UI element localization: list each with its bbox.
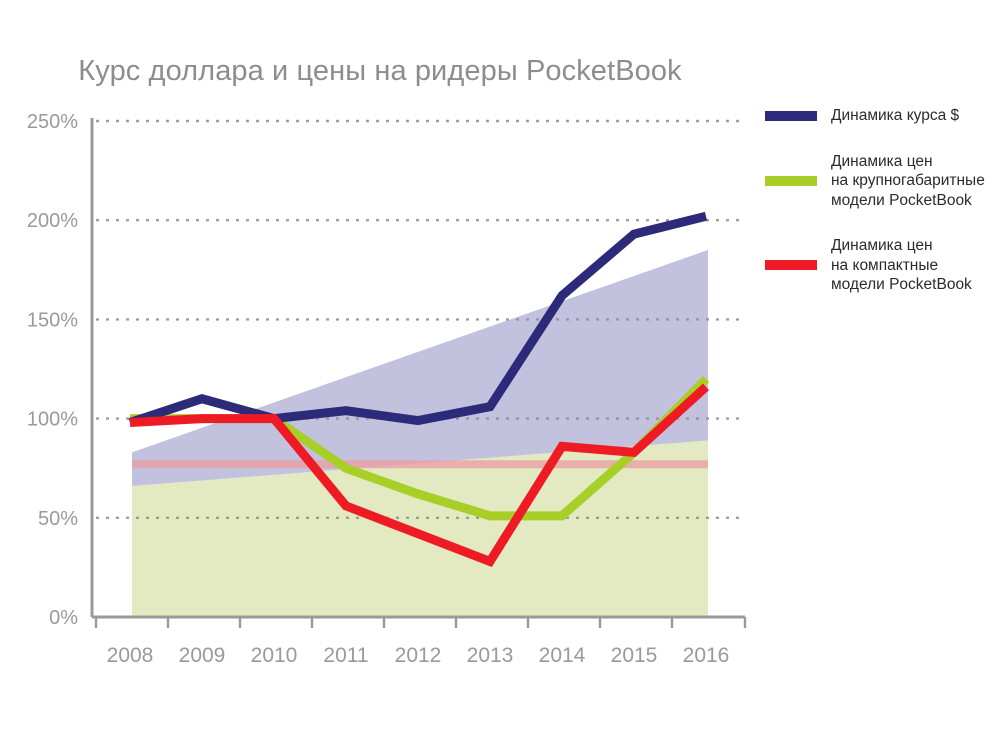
series-line-compact-models[interactable] bbox=[129, 383, 710, 567]
y-axis-tick-label: 150% bbox=[27, 309, 78, 331]
chart-title: Курс доллара и цены на ридеры PocketBook bbox=[78, 55, 682, 87]
y-axis-tick-label: 50% bbox=[38, 508, 78, 530]
x-axis-tick-label: 2014 bbox=[539, 644, 586, 667]
x-axis-tick-label: 2016 bbox=[683, 644, 730, 667]
y-axis-tick-label: 100% bbox=[27, 409, 78, 431]
legend-color-swatch bbox=[765, 175, 817, 186]
y-axis-tick-label: 0% bbox=[49, 607, 78, 629]
legend-color-swatch bbox=[765, 110, 817, 121]
legend-label-line: модели PocketBook bbox=[831, 191, 972, 209]
legend-item-label: Динамика курса $ bbox=[831, 106, 959, 126]
legend-item-label: Динамика цен на крупногабаритные модели Po… bbox=[831, 152, 985, 211]
x-axis-tick-label: 2015 bbox=[611, 644, 658, 667]
band-red bbox=[132, 460, 708, 469]
legend-color-swatch bbox=[765, 260, 817, 271]
band-green bbox=[132, 440, 708, 617]
legend-item[interactable]: Динамика цен на крупногабаритные модели Po… bbox=[765, 152, 1000, 211]
legend-item[interactable]: Динамика курса $ bbox=[765, 106, 1000, 126]
x-axis-tick-label: 2013 bbox=[467, 644, 514, 667]
legend-label-line: Динамика курса $ bbox=[831, 107, 960, 124]
legend-label-line: Динамика цен bbox=[831, 152, 933, 170]
x-axis-tick-label: 2008 bbox=[107, 644, 154, 667]
y-axis-tick-label: 200% bbox=[27, 210, 78, 232]
legend-item-label: Динамика цен на компактные модели PocketBo… bbox=[831, 236, 972, 295]
series-line-usd-rate[interactable] bbox=[128, 211, 708, 427]
y-axis-tick-label: 250% bbox=[27, 111, 78, 133]
x-axis-tick-label: 2010 bbox=[251, 644, 298, 667]
x-axis-tick-label: 2012 bbox=[395, 644, 442, 667]
legend-label-line: на крупногабаритные bbox=[831, 172, 985, 189]
legend-label-line: модели PocketBook bbox=[831, 276, 972, 293]
legend-item[interactable]: Динамика цен на компактные модели PocketBo… bbox=[765, 236, 1000, 295]
x-axis-tick-label: 2011 bbox=[323, 644, 368, 667]
legend-label-line: на компактные bbox=[831, 256, 939, 274]
x-axis-tick-label: 2009 bbox=[179, 644, 226, 667]
legend-label-line: Динамика цен bbox=[831, 237, 933, 254]
chart-legend: Динамика курса $ Динамика цен на крупногаб… bbox=[765, 106, 1000, 321]
